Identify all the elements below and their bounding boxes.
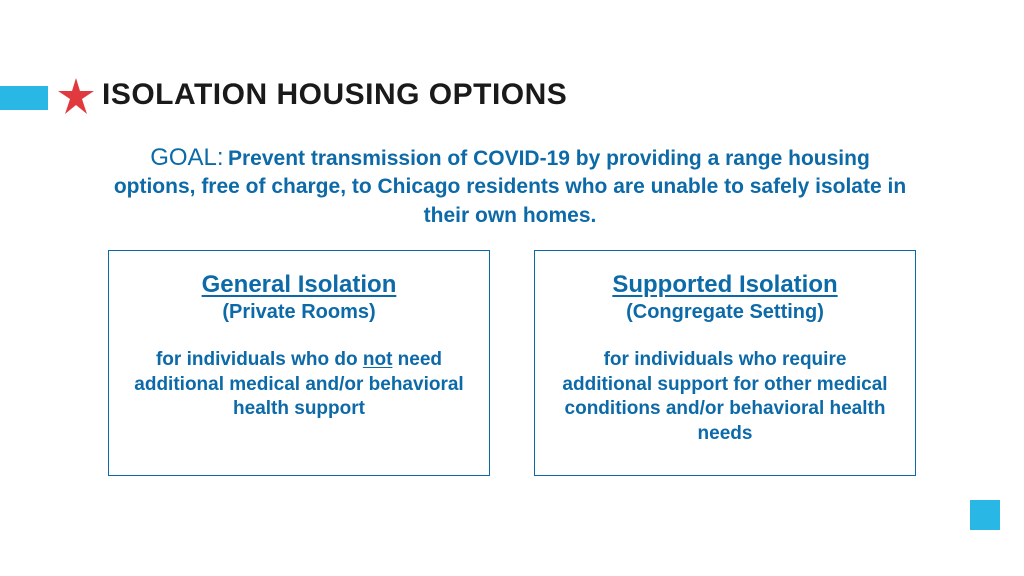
star-icon (58, 78, 94, 119)
option-general-isolation: General Isolation (Private Rooms) for in… (108, 250, 490, 476)
top-accent-bar (0, 86, 48, 110)
option-title: General Isolation (133, 271, 465, 299)
option-description: for individuals who require additional s… (559, 348, 891, 447)
goal-label: GOAL: (150, 144, 223, 171)
description-pre: for individuals who do (156, 349, 363, 370)
option-description: for individuals who do not need addition… (133, 348, 465, 422)
goal-text: Prevent transmission of COVID-19 by prov… (114, 147, 906, 227)
description-underline: not (363, 349, 393, 370)
option-supported-isolation: Supported Isolation (Congregate Setting)… (534, 250, 916, 476)
option-subtitle: (Private Rooms) (133, 301, 465, 324)
goal-section: GOAL: Prevent transmission of COVID-19 b… (110, 144, 910, 230)
page-title: ISOLATION HOUSING OPTIONS (102, 78, 567, 112)
option-title: Supported Isolation (559, 271, 891, 299)
description-pre: for individuals who require additional s… (562, 349, 887, 444)
option-subtitle: (Congregate Setting) (559, 301, 891, 324)
bottom-accent-square (970, 500, 1000, 530)
options-container: General Isolation (Private Rooms) for in… (108, 250, 916, 476)
